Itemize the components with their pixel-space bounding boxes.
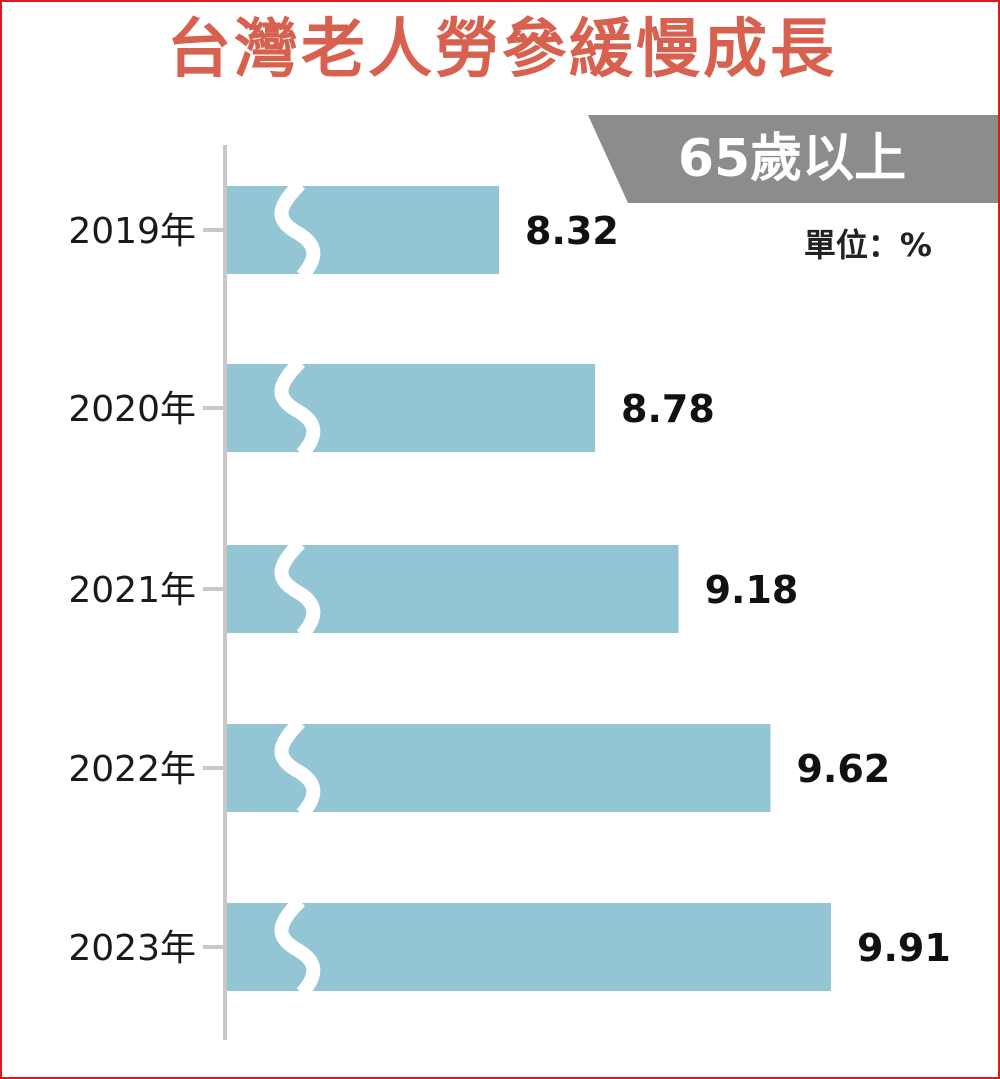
bar (227, 903, 831, 991)
data-label: 9.91 (857, 926, 951, 970)
axis-break-mark (274, 538, 321, 640)
axis-break-mark (274, 357, 321, 459)
data-label: 8.32 (525, 209, 619, 253)
y-tick-label: 2022年 (68, 749, 196, 790)
y-tick-label: 2020年 (68, 389, 196, 430)
y-tick-label: 2023年 (68, 928, 196, 969)
unit-label: 單位：% (803, 226, 932, 264)
data-label: 9.62 (796, 747, 890, 791)
y-tick-label: 2021年 (68, 570, 196, 611)
data-label: 9.18 (705, 568, 799, 612)
data-label: 8.78 (621, 387, 715, 431)
bar (227, 186, 499, 274)
axis-break-mark (274, 179, 321, 281)
subtitle-tag (588, 115, 998, 203)
subtitle-label: 65歲以上 (677, 129, 907, 189)
chart-title: 台灣老人勞參緩慢成長 (167, 13, 837, 87)
y-tick-label: 2019年 (68, 211, 196, 252)
axis-break-mark (274, 896, 321, 998)
axis-break-mark (274, 717, 321, 819)
